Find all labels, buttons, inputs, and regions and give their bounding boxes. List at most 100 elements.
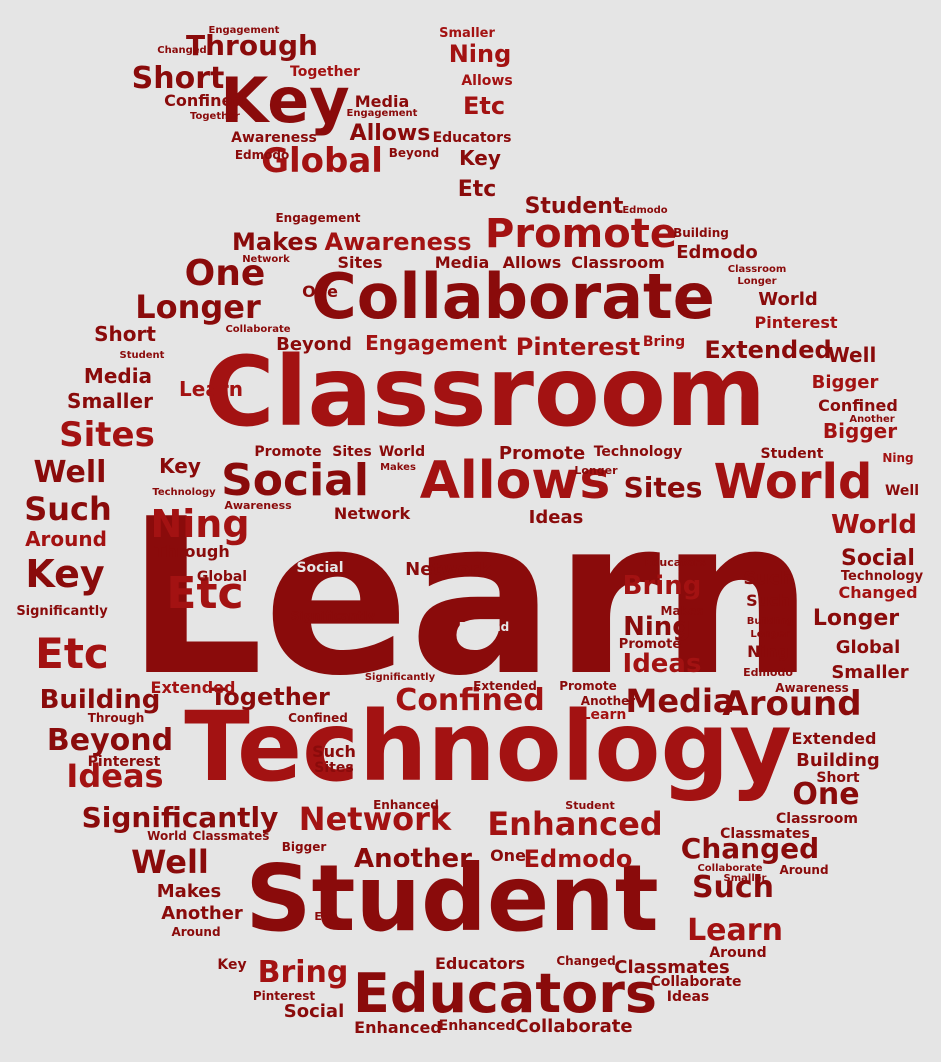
word-changed: Changed <box>681 832 819 865</box>
word-classmates: Classmates <box>193 829 270 843</box>
word-media: Media <box>355 92 410 111</box>
word-around: Around <box>171 925 220 939</box>
word-awareness: Awareness <box>775 681 849 695</box>
word-world: World <box>379 444 425 460</box>
word-around: Around <box>25 527 107 551</box>
word-enhanced: Enhanced <box>373 798 439 812</box>
word-makes: Makes <box>380 462 416 473</box>
word-collaborate: Collaborate <box>650 974 741 990</box>
word-sites: Sites <box>624 471 703 504</box>
word-awareness: Awareness <box>325 228 472 256</box>
word-classroom: Classroom <box>776 811 858 827</box>
word-promote: Promote <box>254 444 321 460</box>
word-sites: Sites <box>314 760 353 776</box>
word-changed: Changed <box>157 45 206 56</box>
word-longer: Longer <box>750 629 789 640</box>
word-key: Key <box>459 146 501 170</box>
word-extended: Extended <box>151 678 236 697</box>
word-bigger: Bigger <box>812 372 879 393</box>
word-enhanced: Enhanced <box>487 805 662 843</box>
word-media: Media <box>625 682 734 720</box>
word-significantly: Significantly <box>365 672 436 683</box>
word-short: Short <box>94 322 156 346</box>
word-collaborate: Collaborate <box>515 1016 632 1037</box>
word-promote: Promote <box>485 211 677 257</box>
word-etc: Etc <box>166 568 243 619</box>
word-one: One <box>185 253 266 294</box>
word-longer: Longer <box>737 276 776 287</box>
word-bring: Bring <box>623 571 702 601</box>
word-educators: Educators <box>644 556 706 569</box>
word-such: Such <box>746 591 790 610</box>
word-engagement: Engagement <box>275 211 360 225</box>
word-ning: Ning <box>150 502 249 546</box>
word-student: Student <box>525 194 624 219</box>
word-beyond: Beyond <box>389 146 439 160</box>
word-social: Social <box>284 1001 345 1022</box>
word-bigger: Bigger <box>823 419 897 443</box>
word-media: Media <box>435 253 490 272</box>
word-social: Social <box>296 560 343 576</box>
word-awareness: Awareness <box>224 499 292 512</box>
word-global: Global <box>836 637 901 658</box>
word-world: World <box>147 829 187 843</box>
word-global: Global <box>197 569 247 585</box>
word-another: Another <box>161 903 243 924</box>
word-etc: Etc <box>314 910 333 923</box>
word-etc: Etc <box>463 92 505 120</box>
word-one: One <box>302 282 338 301</box>
word-building: Building <box>796 750 880 771</box>
word-ideas: Ideas <box>66 757 163 795</box>
word-network: Network <box>334 504 411 523</box>
word-engagement: Engagement <box>209 25 280 36</box>
word-confined: Confined <box>164 91 244 110</box>
word-building: Building <box>673 226 729 240</box>
word-engagement: Engagement <box>365 331 507 355</box>
word-around: Around <box>779 863 828 877</box>
word-another: Another <box>354 844 472 874</box>
word-bigger: Bigger <box>282 840 327 854</box>
word-edmodo: Edmodo <box>743 666 793 679</box>
word-engagement: Engagement <box>347 108 418 119</box>
word-world: World <box>758 289 818 310</box>
word-smaller: Smaller <box>831 662 908 683</box>
word-social: Social <box>221 455 369 506</box>
word-promote: Promote <box>619 637 682 652</box>
word-together: Together <box>210 683 330 711</box>
word-around: Around <box>722 684 861 724</box>
word-technology: Technology <box>594 444 683 460</box>
word-allows: Allows <box>503 253 562 272</box>
word-makes: Makes <box>157 881 221 902</box>
word-etc: Etc <box>458 177 497 202</box>
word-edmodo: Edmodo <box>622 205 667 216</box>
word-cloud-words: Learn Technology Classroom Student Colla… <box>16 25 923 1037</box>
word-smaller: Smaller <box>67 389 153 413</box>
word-educators: Educators <box>435 954 525 973</box>
word-learn: Learn <box>687 913 783 948</box>
word-etc: Etc <box>35 629 109 678</box>
word-ning: Ning <box>449 40 512 68</box>
word-well: Well <box>34 455 107 490</box>
word-world: World <box>831 510 917 540</box>
word-global: Global <box>261 141 383 181</box>
word-collaborate: Collaborate <box>697 863 762 874</box>
word-educators: Educators <box>433 130 512 146</box>
word-longer: Longer <box>135 288 261 326</box>
word-edmodo: Edmodo <box>676 242 758 263</box>
word-together: Together <box>190 111 240 122</box>
word-network: Network <box>405 559 492 580</box>
word-sites: Sites <box>59 415 155 455</box>
word-smaller: Smaller <box>724 873 767 884</box>
word-classroom: Classroom <box>204 336 766 448</box>
word-bring: Bring <box>643 334 685 350</box>
word-extended: Extended <box>792 729 877 748</box>
word-technology: Technology <box>184 691 792 803</box>
word-bring: Bring <box>258 955 349 990</box>
word-key: Key <box>159 454 201 478</box>
word-extended: Extended <box>473 679 537 693</box>
word-one: One <box>792 777 859 812</box>
word-ideas: Ideas <box>623 649 702 679</box>
word-short: Short <box>132 61 225 96</box>
word-allows: Allows <box>350 121 431 146</box>
